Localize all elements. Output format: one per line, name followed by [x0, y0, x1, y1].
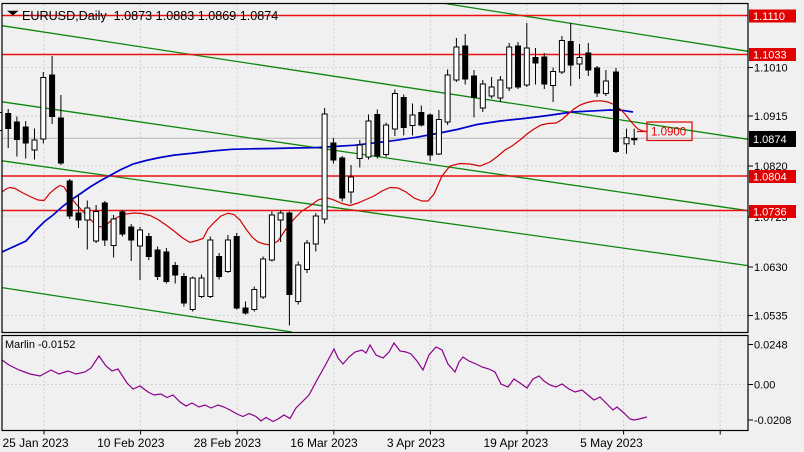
svg-text:1.1033: 1.1033	[753, 49, 787, 61]
svg-text:-0.0208: -0.0208	[754, 415, 791, 427]
svg-text:3 Apr 2023: 3 Apr 2023	[387, 436, 445, 450]
svg-text:EURUSD,Daily 1.0873 1.0883 1.: EURUSD,Daily 1.0873 1.0883 1.0869 1.0874	[22, 9, 278, 23]
svg-text:1.0915: 1.0915	[754, 111, 788, 123]
svg-text:19 Apr 2023: 19 Apr 2023	[484, 436, 549, 450]
svg-text:1.0630: 1.0630	[754, 262, 788, 274]
svg-text:1.0535: 1.0535	[754, 310, 788, 322]
svg-text:25 Jan 2023: 25 Jan 2023	[3, 436, 69, 450]
svg-text:0.00: 0.00	[754, 379, 775, 391]
svg-text:16 Mar 2023: 16 Mar 2023	[290, 436, 358, 450]
svg-text:1.1010: 1.1010	[754, 62, 788, 74]
svg-text:0.0248: 0.0248	[754, 339, 788, 351]
svg-text:1.0900: 1.0900	[651, 126, 686, 138]
svg-text:1.0820: 1.0820	[754, 161, 788, 173]
svg-text:1.0874: 1.0874	[753, 134, 787, 146]
svg-text:1.1110: 1.1110	[753, 11, 785, 23]
svg-text:10 Feb 2023: 10 Feb 2023	[97, 436, 165, 450]
svg-text:1.0804: 1.0804	[753, 171, 787, 183]
svg-text:5 May 2023: 5 May 2023	[580, 436, 643, 450]
svg-text:1.0736: 1.0736	[753, 206, 787, 218]
svg-text:28 Feb 2023: 28 Feb 2023	[194, 436, 262, 450]
svg-text:Marlin -0.0152: Marlin -0.0152	[5, 339, 75, 351]
